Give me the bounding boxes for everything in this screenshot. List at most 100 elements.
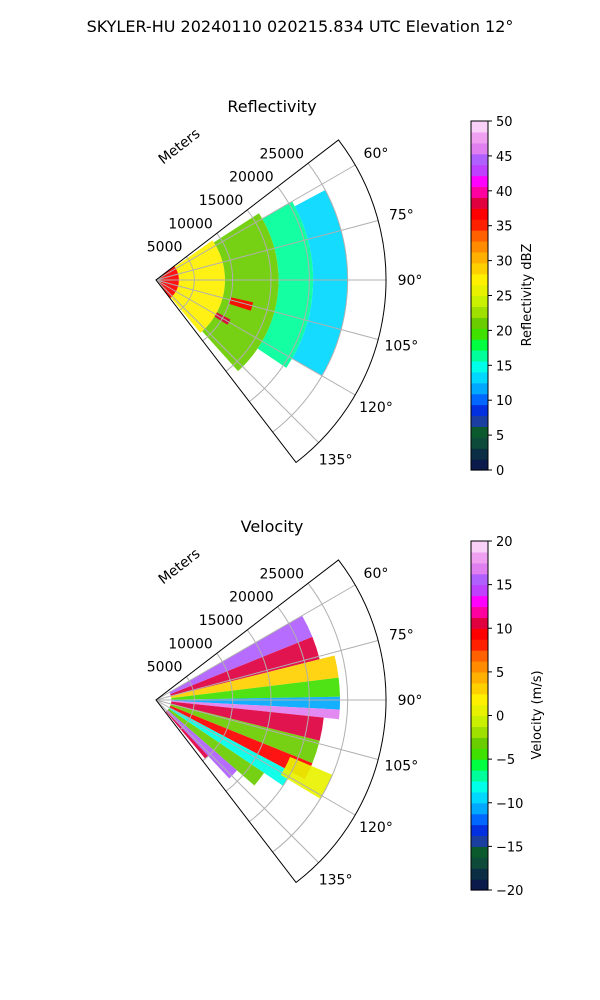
azimuth-gridline	[155, 279, 319, 443]
colorbar-swatch	[471, 459, 488, 471]
range-tick-label: 25000	[260, 566, 305, 582]
azimuth-gridline	[155, 279, 379, 341]
velocity-colorbar-label: Velocity (m/s)	[530, 670, 545, 759]
colorbar-tick-label: 15	[496, 359, 513, 374]
colorbar-swatch	[471, 562, 488, 575]
echo-region	[170, 701, 324, 741]
colorbar-swatch	[471, 219, 488, 231]
range-tick-label: 5000	[147, 660, 183, 676]
colorbar-swatch	[471, 606, 488, 618]
colorbar-swatch	[471, 230, 488, 242]
colorbar-swatch	[471, 617, 488, 629]
colorbar-tick-label: −5	[496, 753, 515, 768]
range-tick-label: 5000	[147, 240, 183, 256]
colorbar-swatch	[471, 306, 488, 318]
range-tick-label: 20000	[229, 590, 274, 606]
colorbar-swatch	[471, 295, 488, 308]
colorbar-swatch	[471, 164, 488, 177]
velocity-title: Velocity	[241, 517, 304, 536]
colorbar-swatch	[471, 284, 488, 297]
colorbar-tick-label: 40	[496, 185, 513, 200]
reflectivity-r-axis-label: Meters	[156, 126, 204, 168]
colorbar-swatch	[471, 251, 488, 264]
azimuth-tick-label: 105°	[384, 339, 418, 355]
azimuth-gridline	[155, 279, 356, 396]
colorbar-swatch	[471, 339, 488, 351]
colorbar-swatch	[471, 584, 488, 597]
range-ring-gridline	[249, 606, 310, 823]
colorbar-swatch	[471, 541, 488, 553]
sector-outline	[155, 559, 387, 884]
colorbar-swatch	[471, 813, 488, 826]
range-ring-gridline	[179, 256, 195, 311]
colorbar-tick-label: 10	[496, 622, 513, 637]
colorbar-tick-label: 0	[496, 710, 504, 725]
colorbar-tick-label: 30	[496, 255, 513, 270]
azimuth-tick-label: 105°	[384, 759, 418, 775]
colorbar-swatch	[471, 240, 488, 253]
azimuth-gridline	[155, 219, 379, 281]
colorbar-swatch	[471, 726, 488, 738]
range-tick-label: 10000	[168, 636, 213, 652]
colorbar-tick-label: −10	[496, 797, 523, 812]
colorbar-swatch	[471, 780, 488, 793]
azimuth-gridline	[155, 639, 379, 701]
azimuth-gridline	[155, 699, 319, 863]
echo-region	[171, 700, 340, 720]
colorbar-swatch	[471, 879, 488, 891]
colorbar-swatch	[471, 737, 488, 749]
colorbar-swatch	[471, 197, 488, 209]
figure-title: SKYLER-HU 20240110 020215.834 UTC Elevat…	[87, 17, 514, 36]
colorbar-swatch	[471, 317, 488, 329]
azimuth-gridline	[155, 584, 356, 701]
echo-region	[169, 615, 313, 695]
range-ring-gridline	[202, 653, 234, 762]
azimuth-tick-label: 75°	[389, 207, 414, 223]
colorbar-swatch	[471, 628, 488, 640]
colorbar-tick-label: 25	[496, 290, 513, 305]
azimuth-gridline	[155, 699, 379, 761]
velocity-panel: Velocity Meters 5000 10000 15000 20000 25000…	[147, 517, 423, 889]
colorbar-swatch	[471, 868, 488, 880]
azimuth-tick-label: 60°	[364, 146, 389, 162]
colorbar-swatch	[471, 639, 488, 651]
colorbar-tick-label: 20	[496, 324, 513, 339]
azimuth-tick-label: 90°	[398, 693, 423, 709]
colorbar-swatch	[471, 262, 488, 275]
azimuth-tick-label: 60°	[364, 566, 389, 582]
colorbar-swatch	[471, 404, 488, 417]
colorbar-tick-label: 50	[496, 115, 513, 130]
range-ring-gridline	[179, 676, 195, 731]
colorbar-tick-label: 0	[496, 464, 504, 479]
colorbar-swatch	[471, 693, 488, 706]
echo-region	[167, 708, 265, 786]
colorbar-swatch	[471, 846, 488, 858]
echo-region	[169, 705, 313, 780]
colorbar-swatch	[471, 660, 488, 673]
colorbar-swatch	[471, 393, 488, 406]
reflectivity-panel: Reflectivity Meters 5000 10000 15000 20000 2…	[147, 97, 423, 469]
azimuth-tick-label: 135°	[319, 453, 353, 469]
echo-region	[166, 710, 238, 779]
colorbar-swatch	[471, 328, 488, 340]
echo-region	[165, 711, 209, 759]
sector-outline	[155, 139, 387, 464]
range-tick-label: 10000	[168, 216, 213, 232]
reflectivity-colorbar: Reflectivity dBZ 0 5 10 15 20 25 30 35 40 45 50	[470, 115, 535, 479]
colorbar-swatch	[471, 208, 488, 220]
range-ring-gridline	[225, 629, 272, 792]
colorbar-swatch	[471, 153, 488, 166]
azimuth-tick-label: 75°	[389, 627, 414, 643]
colorbar-swatch	[471, 371, 488, 384]
azimuth-gridline	[155, 164, 356, 281]
colorbar-swatch	[471, 448, 488, 460]
azimuth-gridline	[155, 699, 356, 816]
echo-region	[170, 655, 339, 699]
colorbar-swatch	[471, 360, 488, 373]
colorbar-tick-label: −15	[496, 840, 523, 855]
colorbar-tick-label: 20	[496, 535, 513, 550]
colorbar-swatch	[471, 437, 488, 449]
echo-region	[171, 677, 340, 700]
colorbar-tick-label: 5	[496, 666, 504, 681]
colorbar-tick-label: −20	[496, 884, 523, 899]
